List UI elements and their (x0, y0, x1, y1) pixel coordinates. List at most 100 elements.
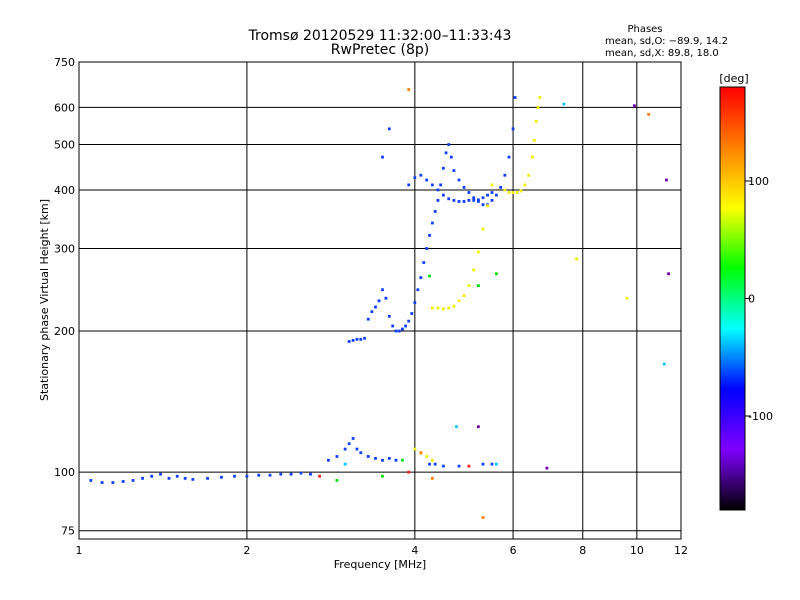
data-point (351, 339, 355, 342)
data-point (430, 476, 434, 480)
colorbar (719, 86, 746, 511)
data-point (472, 198, 476, 202)
data-point (534, 120, 538, 123)
data-point (490, 191, 494, 194)
data-point (477, 425, 480, 429)
y-tick-labels: 75 100 200 300 400 500 600 750 (54, 56, 75, 538)
data-point (467, 198, 471, 202)
data-point (279, 472, 283, 476)
x-tick-label: 2 (243, 544, 250, 557)
data-point (625, 296, 629, 300)
data-point (538, 96, 542, 99)
data-point (343, 462, 347, 466)
data-point (384, 296, 388, 300)
data-point (511, 127, 515, 131)
data-point (309, 472, 312, 476)
data-point (413, 301, 417, 304)
data-point (347, 442, 351, 446)
data-point (477, 250, 480, 254)
data-point (430, 221, 434, 225)
data-point (167, 476, 171, 480)
data-point (387, 127, 391, 131)
data-point (318, 474, 322, 478)
data-point (436, 198, 440, 202)
data-point (219, 475, 223, 479)
data-point (494, 462, 498, 466)
data-point (439, 183, 443, 187)
data-point (527, 173, 531, 177)
data-point (377, 299, 381, 303)
y-tick-label: 200 (54, 325, 75, 338)
y-axis-label: Stationary phase Virtual Height [km] (38, 199, 51, 401)
data-point (447, 306, 451, 310)
data-point (387, 456, 391, 460)
data-point (467, 464, 471, 468)
data-point (289, 472, 293, 476)
data-point (507, 191, 511, 194)
data-point (419, 173, 423, 177)
data-point (381, 474, 384, 478)
data-point (490, 183, 494, 187)
data-point (449, 155, 453, 159)
data-point (206, 476, 209, 480)
data-point (359, 337, 363, 341)
data-point (191, 477, 195, 481)
data-point (481, 516, 485, 519)
data-point (503, 188, 507, 192)
data-point (327, 458, 330, 462)
data-point (257, 473, 261, 477)
data-point (503, 173, 507, 177)
x-tick-label: 10 (630, 544, 644, 557)
data-point (486, 193, 489, 197)
y-tick-label: 100 (54, 466, 75, 479)
data-point (387, 314, 391, 318)
data-point (486, 204, 489, 208)
x-tick-label: 1 (76, 544, 83, 557)
x-tick-label: 4 (411, 544, 418, 557)
plot-frame (78, 61, 682, 540)
data-point (245, 474, 249, 478)
colorbar-label: [deg] (719, 72, 748, 85)
y-tick-label: 400 (54, 184, 75, 197)
data-point (481, 227, 485, 231)
data-point (428, 233, 431, 237)
data-point (457, 464, 461, 468)
data-point (299, 471, 303, 475)
colorbar-tick-label: 0 (748, 293, 755, 306)
data-point (452, 169, 456, 172)
data-point (141, 476, 144, 480)
x-tick-labels: 1 2 4 6 8 10 12 (76, 544, 689, 557)
data-point (175, 474, 179, 478)
data-point (519, 189, 523, 193)
data-point (452, 304, 456, 308)
x-tick-label: 12 (674, 544, 688, 557)
data-point (436, 188, 440, 192)
data-point (515, 191, 519, 194)
data-point (513, 96, 517, 99)
y-tick-label: 600 (54, 101, 75, 114)
data-point (462, 200, 466, 203)
data-point (413, 447, 417, 451)
data-point (397, 329, 401, 333)
data-point (575, 257, 579, 261)
data-point (428, 462, 431, 466)
data-point (407, 88, 411, 91)
x-axis-label: Frequency [MHz] (334, 558, 426, 571)
chart-subtitle: RwPretec (8p) (331, 42, 429, 58)
data-point (511, 191, 515, 194)
data-point (366, 455, 370, 458)
data-point (355, 337, 359, 341)
x-tick-label: 6 (510, 544, 517, 557)
data-point (366, 317, 370, 321)
data-point (462, 294, 466, 298)
data-point (462, 186, 466, 189)
data-point (467, 191, 471, 194)
data-point (268, 473, 272, 477)
chart-title: Tromsø 20120529 11:32:00–11:33:43 (248, 28, 512, 44)
data-point (452, 198, 456, 202)
colorbar-tick-labels: 100 0 -100 (745, 175, 773, 423)
data-point (351, 437, 355, 440)
data-point (419, 276, 423, 280)
grid-lines (79, 62, 681, 539)
